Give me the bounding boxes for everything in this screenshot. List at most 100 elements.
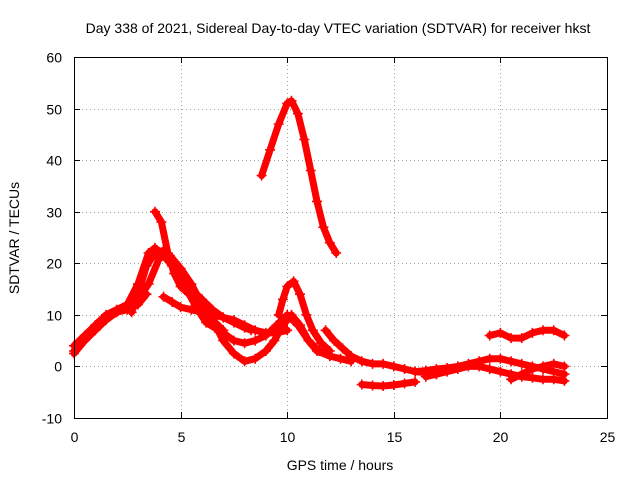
series-13-point-13 (559, 375, 570, 386)
series-8-point-6 (299, 134, 310, 145)
series-14 (484, 325, 570, 344)
series-10-point-4 (356, 356, 367, 367)
series-7-point-10 (286, 309, 297, 320)
y-tick-labels: -10 0 10 20 30 40 50 60 (42, 50, 62, 427)
series-13-point-6 (484, 364, 495, 374)
series-13-point-0 (420, 371, 431, 382)
series-6-point-3 (186, 304, 197, 315)
y-tick-label-7: 60 (46, 50, 62, 66)
x-axis-label: GPS time / hours (287, 457, 394, 473)
series-5-point-0 (150, 206, 160, 217)
series-4-point-1 (133, 289, 143, 300)
series-5-point-1 (156, 217, 167, 227)
series-8-line (258, 97, 340, 257)
series-14-point-7 (559, 330, 570, 341)
series-4-point-12 (239, 338, 250, 349)
y-axis-label: SDTVAR / TECUs (6, 182, 22, 294)
series-14-point-0 (484, 330, 495, 341)
series-7-point-5 (239, 356, 250, 367)
series-14-point-3 (516, 333, 527, 344)
series-4-point-21 (335, 353, 346, 364)
series-6-point-9 (250, 325, 261, 336)
series-7-point-9 (277, 320, 288, 331)
series-12-point-7 (484, 353, 495, 364)
y-tick-label-2: 10 (46, 308, 62, 324)
series-15-point-5 (559, 361, 570, 372)
series-6-point-6 (218, 312, 229, 323)
y-tick-label-6: 50 (46, 102, 62, 118)
series-7-point-4 (228, 348, 239, 359)
series-13-point-10 (527, 372, 538, 383)
series-7-point-1 (196, 294, 207, 305)
series-8-point-11 (331, 248, 342, 258)
plot-frame (74, 57, 608, 419)
series-12-point-0 (410, 366, 421, 377)
series-6-point-10 (260, 327, 271, 338)
series-11-point-3 (388, 380, 399, 390)
series-8-point-2 (273, 119, 284, 129)
series-14-point-5 (538, 325, 548, 336)
x-tick-label-4: 20 (493, 429, 509, 445)
series-10-point-8 (399, 364, 410, 374)
series-7-point-8 (269, 335, 280, 346)
series-5-line (151, 208, 227, 334)
series-3-point-7 (141, 289, 152, 300)
series-6-point-0 (158, 291, 169, 302)
series-9-point-5 (301, 309, 312, 320)
series-13-point-4 (463, 361, 474, 372)
series-9-point-1 (277, 294, 288, 305)
series-5-point-2 (162, 248, 173, 258)
x-tick-label-3: 15 (387, 429, 403, 445)
series-9-point-3 (288, 276, 299, 287)
series-15-point-2 (527, 364, 538, 374)
series-15 (506, 358, 570, 385)
series-15-point-3 (538, 361, 548, 372)
x-tick-label-1: 5 (178, 429, 186, 445)
series-8-point-9 (318, 222, 329, 233)
series-8-point-0 (256, 170, 267, 181)
series-5-point-3 (169, 268, 180, 279)
series-5-point-4 (175, 281, 186, 292)
x-tick-label-5: 25 (600, 429, 616, 445)
series-13-point-7 (495, 366, 506, 377)
series-14-point-2 (506, 333, 517, 344)
series-9-point-6 (307, 325, 318, 336)
series-4-point-13 (250, 335, 261, 346)
series-8-point-7 (305, 165, 316, 176)
series-11 (356, 376, 421, 391)
series-6-point-7 (228, 315, 239, 325)
series-4-point-3 (150, 248, 160, 258)
series-7-point-3 (218, 335, 229, 346)
series-10-point-3 (346, 351, 357, 362)
series-8-point-1 (265, 144, 276, 155)
series-9-point-0 (273, 309, 284, 320)
series-14-point-1 (495, 327, 506, 338)
series-7-point-7 (260, 346, 271, 356)
series-13-point-12 (548, 374, 559, 385)
series-6-point-2 (175, 302, 186, 313)
series-4-point-11 (228, 335, 239, 346)
series-14-point-6 (548, 325, 559, 336)
series-15-point-4 (548, 358, 559, 369)
series-3-point-1 (79, 330, 90, 341)
series-2-point-7 (143, 278, 154, 289)
series-13-point-2 (442, 366, 453, 377)
series-8-point-5 (292, 108, 303, 119)
x-tick-label-0: 0 (71, 429, 79, 445)
series-11-point-2 (378, 381, 389, 391)
series-9 (273, 276, 335, 356)
plot-area (69, 95, 570, 391)
series-7-point-6 (250, 353, 261, 364)
series-10-point-7 (388, 361, 399, 372)
series-15-point-1 (516, 369, 527, 380)
series-3-point-2 (90, 320, 101, 331)
series-12-point-9 (506, 356, 517, 367)
y-tick-label-5: 40 (46, 153, 62, 169)
series-6-point-8 (239, 320, 250, 331)
series-7 (186, 284, 335, 367)
series-11-point-4 (399, 378, 410, 389)
series-3-point-4 (111, 307, 122, 318)
series-4-point-0 (126, 307, 137, 318)
